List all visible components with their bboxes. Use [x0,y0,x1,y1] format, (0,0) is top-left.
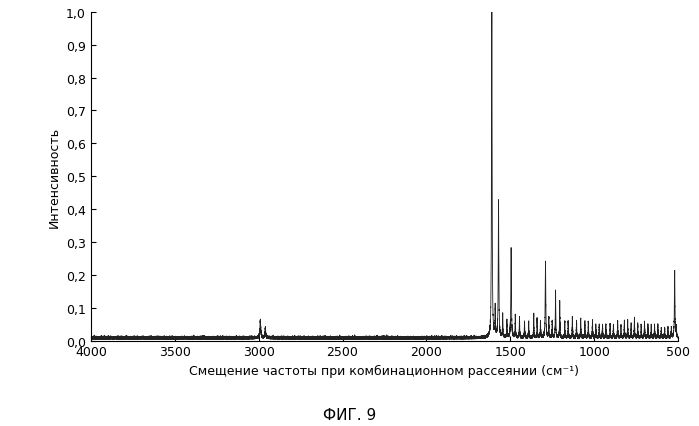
Text: ФИГ. 9: ФИГ. 9 [323,407,376,422]
Y-axis label: Интенсивность: Интенсивность [48,127,60,227]
X-axis label: Смещение частоты при комбинационном рассеянии (см⁻¹): Смещение частоты при комбинационном расс… [189,364,579,377]
